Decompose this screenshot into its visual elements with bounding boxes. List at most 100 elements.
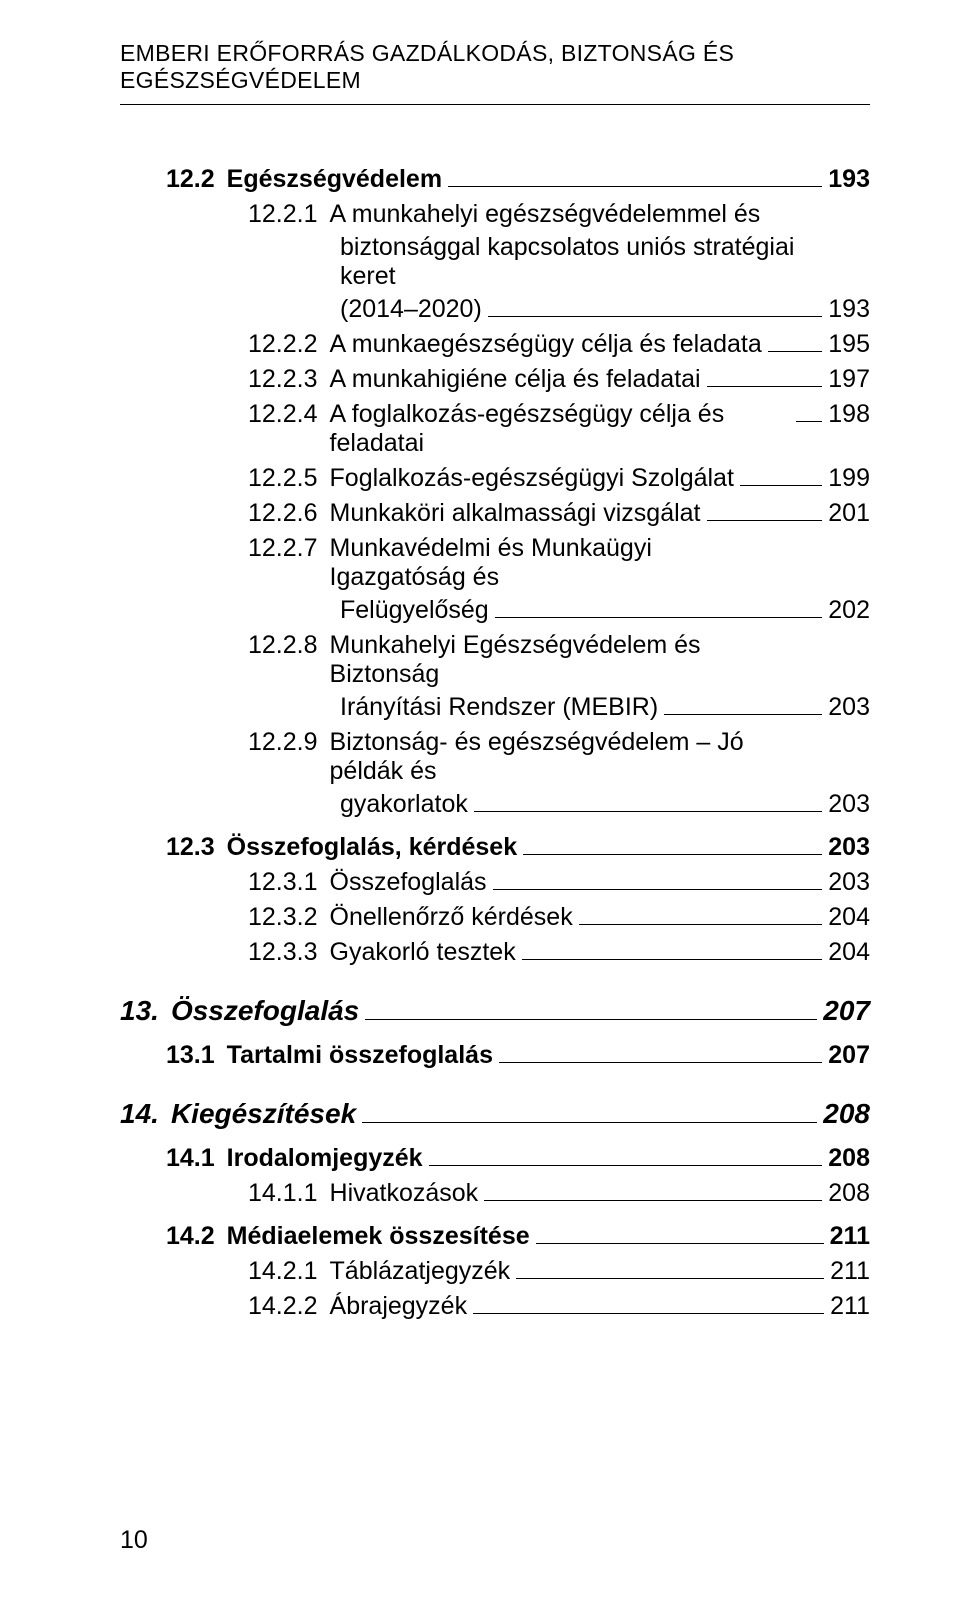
toc-number: 12.3.3 (248, 938, 318, 967)
toc-entry: 14.1.1 Hivatkozások 208 (120, 1179, 870, 1208)
toc-leader (448, 186, 822, 187)
toc-entry-continuation: gyakorlatok 203 (120, 790, 870, 819)
toc-entry: 12.2.9 Biztonság- és egészségvédelem – J… (120, 728, 870, 786)
toc-entry: 12.2.1 A munkahelyi egészségvédelemmel é… (120, 200, 870, 229)
toc-title: (2014–2020) (340, 295, 482, 324)
toc-entry: 14.2 Médiaelemek összesítése 211 (120, 1222, 870, 1251)
toc-number: 12.2.8 (248, 631, 318, 660)
toc-number: 12.2.3 (248, 365, 318, 394)
toc-page: 203 (828, 833, 870, 862)
toc-page: 211 (830, 1257, 870, 1286)
toc-page: 197 (828, 365, 870, 394)
page-header: EMBERI ERŐFORRÁS GAZDÁLKODÁS, BIZTONSÁG … (120, 40, 870, 105)
toc-title: Kiegészítések (171, 1098, 356, 1130)
toc-title: Ábrajegyzék (330, 1292, 468, 1321)
toc-number: 12.3.1 (248, 868, 318, 897)
toc-title: Médiaelemek összesítése (227, 1222, 530, 1251)
toc-page: 203 (828, 790, 870, 819)
toc-number: 14. (120, 1098, 159, 1130)
toc-entry: 12.3.1 Összefoglalás 203 (120, 868, 870, 897)
toc-entry: 12.3 Összefoglalás, kérdések 203 (120, 833, 870, 862)
toc-entry: 12.3.2 Önellenőrző kérdések 204 (120, 903, 870, 932)
toc-leader (516, 1278, 824, 1279)
toc-chapter: 13. Összefoglalás 207 (120, 995, 870, 1027)
toc-leader (429, 1165, 823, 1166)
table-of-contents: 12.2 Egészségvédelem 193 12.2.1 A munkah… (120, 165, 870, 1321)
toc-title: Biztonság- és egészségvédelem – Jó példá… (330, 728, 790, 786)
toc-entry: 12.2 Egészségvédelem 193 (120, 165, 870, 194)
toc-entry: 12.2.5 Foglalkozás-egészségügyi Szolgála… (120, 464, 870, 493)
toc-number: 14.2 (166, 1222, 215, 1251)
toc-number: 14.2.2 (248, 1292, 318, 1321)
toc-title: Összefoglalás (330, 868, 487, 897)
toc-title: A foglalkozás-egészségügy célja és felad… (330, 400, 790, 458)
toc-entry-continuation: Irányítási Rendszer (MEBIR) 203 (120, 693, 870, 722)
toc-leader (579, 924, 823, 925)
toc-number: 12.2.9 (248, 728, 318, 757)
toc-leader (740, 485, 822, 486)
toc-number: 12.2 (166, 165, 215, 194)
toc-entry: 12.2.8 Munkahelyi Egészségvédelem és Biz… (120, 631, 870, 689)
toc-title: Irodalomjegyzék (227, 1144, 423, 1173)
toc-page: 202 (828, 596, 870, 625)
toc-leader (488, 316, 822, 317)
toc-entry: 14.1 Irodalomjegyzék 208 (120, 1144, 870, 1173)
toc-page: 207 (823, 995, 870, 1027)
toc-page: 208 (823, 1098, 870, 1130)
toc-leader (796, 421, 823, 422)
toc-entry-continuation: (2014–2020) 193 (120, 295, 870, 324)
toc-title: Felügyelőség (340, 596, 489, 625)
toc-number: 14.1.1 (248, 1179, 318, 1208)
toc-number: 12.2.4 (248, 400, 318, 429)
toc-page: 211 (830, 1292, 870, 1321)
toc-title: Irányítási Rendszer (MEBIR) (340, 693, 658, 722)
toc-title: A munkaegészségügy célja és feladata (330, 330, 762, 359)
toc-page: 207 (828, 1041, 870, 1070)
toc-title: Munkaköri alkalmassági vizsgálat (330, 499, 701, 528)
toc-title: Összefoglalás (171, 995, 359, 1027)
toc-number: 13. (120, 995, 159, 1027)
toc-entry: 12.2.3 A munkahigiéne célja és feladatai… (120, 365, 870, 394)
toc-number: 12.2.2 (248, 330, 318, 359)
toc-leader (484, 1200, 822, 1201)
toc-leader (493, 889, 823, 890)
toc-title: Foglalkozás-egészségügyi Szolgálat (330, 464, 734, 493)
header-text: EMBERI ERŐFORRÁS GAZDÁLKODÁS, BIZTONSÁG … (120, 40, 734, 93)
toc-leader (522, 959, 823, 960)
toc-page: 208 (828, 1144, 870, 1173)
toc-leader (664, 714, 822, 715)
toc-entry: 12.2.2 A munkaegészségügy célja és felad… (120, 330, 870, 359)
toc-title: A munkahelyi egészségvédelemmel és (330, 200, 761, 229)
toc-entry-continuation: Felügyelőség 202 (120, 596, 870, 625)
toc-title: gyakorlatok (340, 790, 468, 819)
toc-title: Egészségvédelem (227, 165, 442, 194)
toc-entry: 12.2.7 Munkavédelmi és Munkaügyi Igazgat… (120, 534, 870, 592)
toc-title: Önellenőrző kérdések (330, 903, 573, 932)
toc-number: 13.1 (166, 1041, 215, 1070)
toc-number: 12.2.1 (248, 200, 318, 229)
toc-title: biztonsággal kapcsolatos uniós stratégia… (340, 233, 800, 291)
toc-leader (707, 386, 823, 387)
toc-page: 203 (828, 693, 870, 722)
toc-leader (473, 1313, 824, 1314)
toc-leader (707, 520, 823, 521)
toc-leader (365, 1019, 817, 1020)
toc-number: 12.3.2 (248, 903, 318, 932)
toc-page: 193 (828, 165, 870, 194)
toc-page: 211 (830, 1222, 870, 1251)
toc-title: Táblázatjegyzék (330, 1257, 511, 1286)
toc-number: 12.2.7 (248, 534, 318, 563)
toc-entry: 14.2.1 Táblázatjegyzék 211 (120, 1257, 870, 1286)
toc-page: 201 (828, 499, 870, 528)
toc-leader (495, 617, 823, 618)
toc-page: 198 (828, 400, 870, 429)
toc-entry: 14.2.2 Ábrajegyzék 211 (120, 1292, 870, 1321)
toc-leader (499, 1062, 822, 1063)
toc-title: Gyakorló tesztek (330, 938, 516, 967)
toc-leader (523, 854, 822, 855)
toc-page: 204 (828, 938, 870, 967)
toc-entry: 12.3.3 Gyakorló tesztek 204 (120, 938, 870, 967)
toc-page: 199 (828, 464, 870, 493)
toc-leader (474, 811, 822, 812)
toc-chapter: 14. Kiegészítések 208 (120, 1098, 870, 1130)
